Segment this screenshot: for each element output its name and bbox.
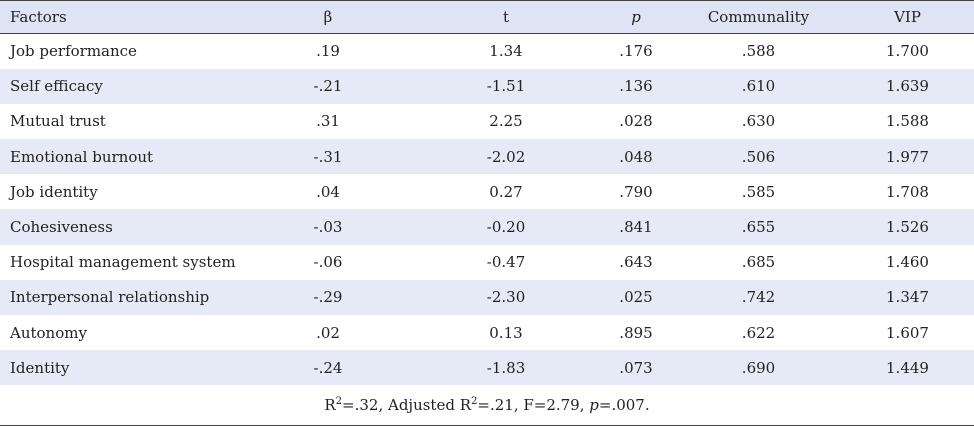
header-vip: VIP xyxy=(841,0,974,34)
cell-factor: Identity xyxy=(10,358,70,377)
table-row: Autonomy .02 0.13 .895 .622 1.607 xyxy=(0,315,974,350)
cell-communality: .630 xyxy=(741,112,776,131)
cell-factor: Cohesiveness xyxy=(10,218,113,237)
cell-vip: 1.588 xyxy=(886,112,929,131)
cell-vip: 1.526 xyxy=(886,218,929,237)
cell-t: -1.83 xyxy=(486,358,526,377)
cell-communality: .588 xyxy=(741,42,776,61)
header-factors: Factors xyxy=(0,0,240,34)
table-row: Job performance .19 1.34 .176 .588 1.700 xyxy=(0,34,974,69)
cell-p: .895 xyxy=(619,323,653,342)
header-beta: β xyxy=(240,0,416,34)
adjusted-r2-superscript: 2 xyxy=(471,396,478,408)
table-row: Identity -.24 -1.83 .073 .690 1.449 xyxy=(0,350,974,386)
model-fit-footnote: R2=.32, Adjusted R2=.21, F=2.79, p=.007. xyxy=(0,385,974,426)
cell-p: .025 xyxy=(619,288,653,307)
cell-p: .643 xyxy=(619,253,653,272)
cell-t: -2.30 xyxy=(486,288,526,307)
table-row: Hospital management system -.06 -0.47 .643.… xyxy=(0,245,974,280)
cell-t: 0.13 xyxy=(489,323,523,342)
cell-communality: .610 xyxy=(741,77,776,96)
header-communality: Communality xyxy=(676,0,841,34)
cell-communality: .655 xyxy=(741,218,776,237)
cell-p: .176 xyxy=(619,42,653,61)
p-value: =.007. xyxy=(598,396,650,415)
cell-communality: .506 xyxy=(741,147,776,166)
cell-t: -0.20 xyxy=(486,218,526,237)
cell-vip: 1.347 xyxy=(886,288,929,307)
cell-t: 2.25 xyxy=(489,112,523,131)
table-row: Job identity .04 0.27 .790 .585 1.708 xyxy=(0,174,974,209)
cell-p: .028 xyxy=(619,112,653,131)
cell-p: .136 xyxy=(619,77,653,96)
cell-p: .841 xyxy=(619,218,653,237)
cell-factor: Interpersonal relationship xyxy=(10,288,210,307)
table-header-row: Factors β t p Communality VIP xyxy=(0,0,974,34)
cell-beta: -.03 xyxy=(313,218,343,237)
table-row: Cohesiveness -.03 -0.20 .841 .655 1.526 xyxy=(0,209,974,245)
cell-communality: .742 xyxy=(741,288,776,307)
cell-factor: Hospital management system xyxy=(10,253,236,272)
cell-vip: 1.449 xyxy=(886,358,929,377)
cell-factor: Self efficacy xyxy=(10,77,103,96)
cell-t: 1.34 xyxy=(489,42,523,61)
cell-t: -2.02 xyxy=(486,147,526,166)
table-footnote-row: R2=.32, Adjusted R2=.21, F=2.79, p=.007. xyxy=(0,385,974,426)
cell-beta: -.31 xyxy=(313,147,343,166)
cell-beta: -.06 xyxy=(313,253,343,272)
cell-vip: 1.977 xyxy=(886,147,929,166)
cell-t: 0.27 xyxy=(489,182,523,201)
cell-vip: 1.639 xyxy=(886,77,929,96)
cell-factor: Emotional burnout xyxy=(10,147,154,166)
cell-communality: .622 xyxy=(741,323,776,342)
cell-p: .073 xyxy=(619,358,653,377)
cell-beta: -.29 xyxy=(313,288,343,307)
cell-beta: .02 xyxy=(316,323,340,342)
cell-vip: 1.607 xyxy=(886,323,929,342)
cell-factor: Mutual trust xyxy=(10,112,106,131)
table-row: Self efficacy -.21 -1.51 .136 .610 1.639 xyxy=(0,68,974,104)
cell-p: .790 xyxy=(619,182,653,201)
adjusted-r2-value: =.21, F=2.79, xyxy=(477,396,590,415)
cell-t: -1.51 xyxy=(486,77,526,96)
cell-beta: .04 xyxy=(316,182,340,201)
table-row: Emotional burnout -.31 -2.02 .048 .506 1.977 xyxy=(0,139,974,175)
cell-communality: .585 xyxy=(741,182,776,201)
cell-factor: Job performance xyxy=(10,42,137,61)
r2-superscript: 2 xyxy=(335,396,343,408)
cell-beta: -.21 xyxy=(313,77,343,96)
cell-t: -0.47 xyxy=(486,253,526,272)
cell-communality: .685 xyxy=(741,253,776,272)
cell-vip: 1.700 xyxy=(886,42,929,61)
cell-beta: -.24 xyxy=(313,358,343,377)
table-row: Mutual trust .31 2.25 .028 .630 1.588 xyxy=(0,104,974,139)
cell-factor: Job identity xyxy=(10,182,98,201)
cell-factor: Autonomy xyxy=(10,323,87,342)
header-p: p xyxy=(596,0,676,34)
cell-beta: .31 xyxy=(316,112,340,131)
cell-p: .048 xyxy=(619,147,653,166)
header-t: t xyxy=(416,0,596,34)
cell-communality: .690 xyxy=(741,358,776,377)
r2-label: R xyxy=(324,396,336,415)
table-row: Interpersonal relationship -.29 -2.30 .025.… xyxy=(0,279,974,315)
r2-value: =.32, Adjusted R xyxy=(342,396,472,415)
cell-vip: 1.708 xyxy=(886,182,929,201)
p-label: p xyxy=(589,396,599,415)
cell-vip: 1.460 xyxy=(886,253,929,272)
cell-beta: .19 xyxy=(316,42,340,61)
